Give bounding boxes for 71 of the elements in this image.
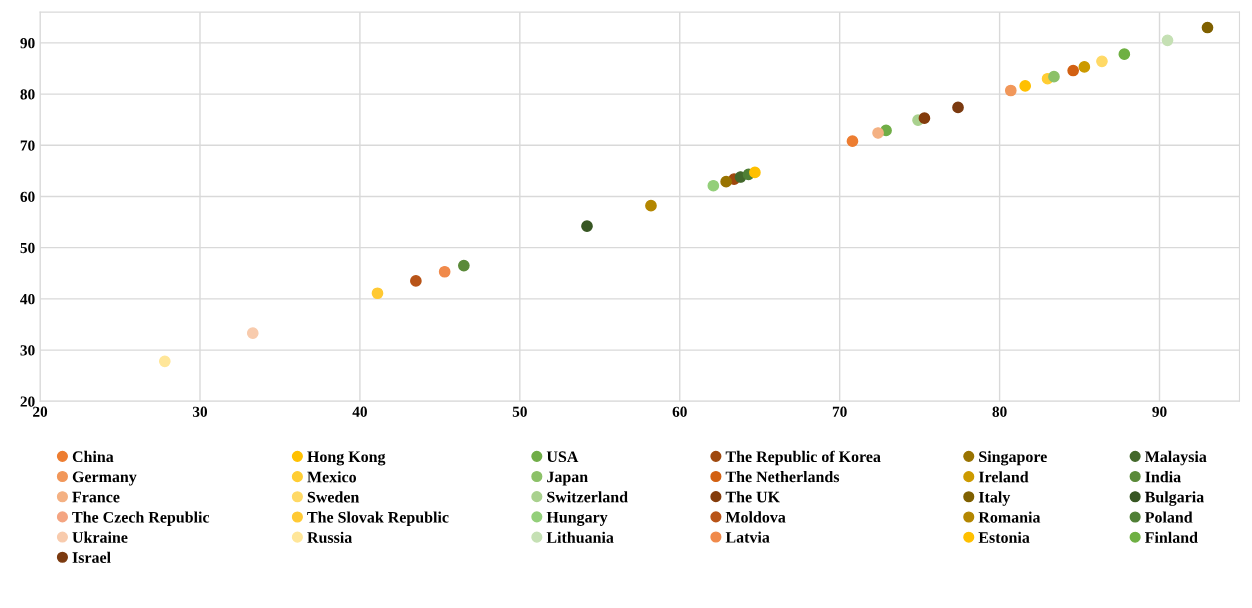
point [410, 275, 422, 287]
legend-label: The UK [725, 491, 780, 503]
legend-label: Israel [72, 551, 111, 563]
legend-label: India [1145, 471, 1181, 483]
legend-label: Italy [978, 491, 1011, 506]
legend-label: Germany [72, 471, 137, 486]
legend-label: Poland [1144, 511, 1193, 523]
legend-label: France [72, 491, 120, 503]
legend-label: The Netherlands [725, 471, 840, 483]
point [872, 127, 884, 139]
x-tick-label: 90 [1152, 406, 1167, 417]
legend-label: Moldova [725, 511, 786, 523]
point [952, 101, 964, 114]
legend-label: Ukraine [72, 531, 128, 543]
legend-label: Latvia [725, 531, 770, 543]
y-tick-label: 30 [20, 345, 35, 356]
y-tick-label: 70 [20, 140, 35, 151]
point [1019, 80, 1032, 92]
legend-label: Bulgaria [1144, 491, 1204, 506]
legend-label: China [72, 450, 114, 463]
legend-label: Singapore [979, 450, 1047, 466]
x-tick-label: 20 [33, 406, 48, 417]
legend-label: Hong Kong [307, 451, 386, 466]
y-tick-label: 60 [20, 191, 35, 202]
legend-label: Romania [978, 511, 1041, 523]
point [1078, 61, 1091, 73]
legend-label: The Slovak Republic [307, 511, 449, 526]
point [1096, 55, 1108, 68]
point [707, 179, 720, 192]
legend-label: USA [546, 451, 579, 463]
legend-label: Lithuania [546, 531, 614, 543]
legend-label: The Czech Republic [72, 511, 210, 526]
legend-label: Japan [547, 471, 588, 486]
legend-label: Sweden [307, 491, 360, 503]
point [458, 259, 470, 272]
legend-label: Switzerland [547, 491, 628, 503]
y-tick-label: 50 [20, 242, 35, 254]
legend-label: Russia [307, 531, 353, 543]
y-tick-label: 40 [20, 294, 35, 305]
legend-label: Malaysia [1144, 450, 1207, 466]
point [1004, 84, 1017, 97]
legend-label: The Republic of Korea [725, 450, 881, 466]
legend-label: Hungary [546, 511, 608, 526]
x-tick-label: 30 [192, 406, 208, 417]
y-tick-label: 80 [20, 89, 35, 100]
point [1201, 21, 1214, 34]
point [1067, 64, 1080, 77]
point [846, 135, 859, 148]
point [918, 112, 931, 124]
point [1118, 48, 1131, 60]
legend-label: Estonia [978, 531, 1030, 543]
point [749, 166, 761, 179]
point [581, 220, 593, 233]
point [158, 355, 171, 368]
legend-label: Mexico [307, 471, 357, 483]
point [371, 287, 384, 300]
y-tick-label: 90 [20, 38, 35, 49]
point [246, 327, 259, 340]
x-tick-label: 40 [352, 406, 367, 417]
x-tick-label: 50 [512, 406, 527, 417]
legend-label: Ireland [978, 471, 1029, 483]
y-tick-label: 20 [20, 396, 35, 407]
point [645, 199, 657, 212]
point [438, 265, 451, 278]
point [1048, 70, 1060, 83]
x-tick-label: 80 [992, 406, 1007, 417]
legend-label: Finland [1144, 531, 1198, 543]
point [1161, 34, 1174, 47]
x-tick-label: 60 [672, 406, 687, 417]
x-tick-label: 70 [832, 406, 847, 417]
point [720, 175, 732, 188]
